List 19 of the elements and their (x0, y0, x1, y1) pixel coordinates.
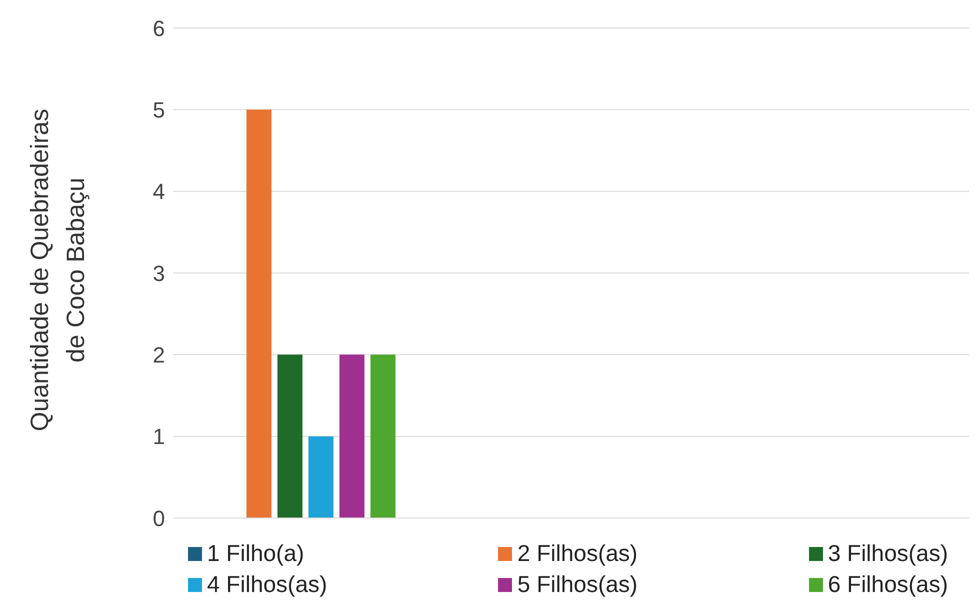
bar (339, 354, 364, 518)
y-tick-label: 0 (152, 506, 165, 531)
legend-label: 1 Filho(a) (207, 540, 304, 567)
y-tick-label: 3 (152, 260, 165, 286)
y-axis-title: Quantidade de Quebradeiras de Coco Babaçu (25, 108, 91, 434)
bar (277, 354, 302, 518)
bar (308, 436, 334, 518)
legend-label: 3 Filhos(as) (828, 540, 948, 567)
y-tick-label: 2 (152, 342, 165, 368)
legend-label: 4 Filhos(as) (207, 571, 328, 598)
y-tick-label: 1 (152, 424, 165, 450)
legend-label: 5 Filhos(as) (517, 571, 638, 598)
legend-label: 6 Filhos(as) (828, 571, 948, 598)
bar (246, 110, 272, 518)
y-tick-label: 5 (152, 97, 165, 122)
y-tick-label: 4 (152, 179, 165, 204)
bar (370, 354, 396, 518)
legend-label: 2 Filhos(as) (517, 540, 638, 567)
y-tick-label: 6 (152, 16, 165, 41)
